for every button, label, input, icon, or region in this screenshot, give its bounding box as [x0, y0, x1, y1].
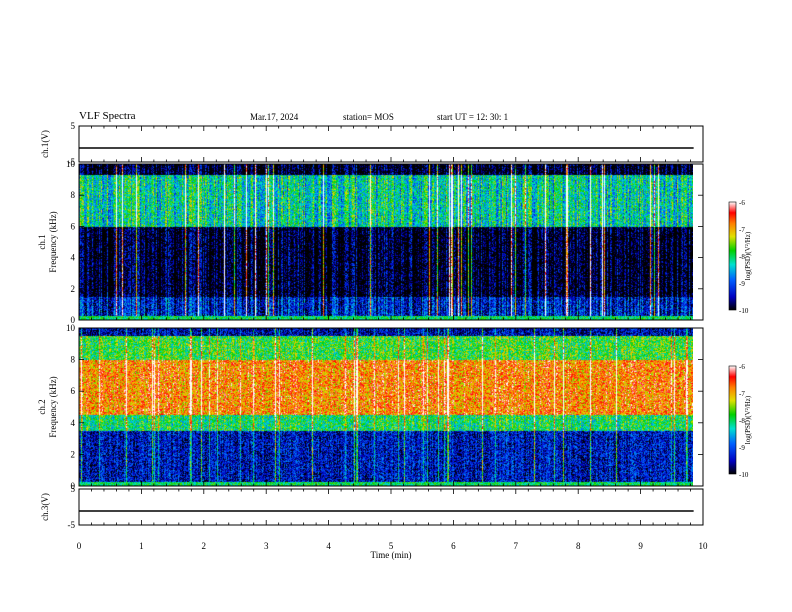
ch1-spec-y-tick-label: 0 — [71, 315, 76, 325]
start-time-label: start UT = 12: 30: 1 — [437, 112, 509, 122]
ch3-wave-frame — [78, 488, 704, 526]
ch1-spec-y-tick-label: 4 — [71, 253, 76, 263]
ch2-spec-colorbar-tick-label: -10 — [739, 471, 749, 479]
ch1-spec-channel-label: ch.1 — [37, 234, 47, 249]
x-tick-label: 4 — [326, 541, 331, 551]
ch3-wave-y-tick-label: -5 — [68, 520, 76, 530]
ch2-spec-channel-label: ch.2 — [37, 399, 47, 414]
ch1-spec-colorbar — [728, 201, 737, 311]
ch2-spec-ylabel: Frequency (kHz) — [48, 376, 58, 437]
station-label: station= MOS — [343, 112, 394, 122]
ch1-spec-y-tick-label: 10 — [66, 159, 76, 169]
ch1-spec-y-tick-label: 2 — [71, 284, 76, 294]
ch1-spec-colorbar-label: log(PSD)(V²/Hz) — [744, 231, 752, 280]
ch2-spec-colorbar-label: log(PSD)(V²/Hz) — [744, 395, 752, 444]
ch1-spec-colorbar-tick-label: -10 — [739, 307, 749, 315]
ch2-spec-y-tick-label: 10 — [66, 323, 76, 333]
ch2-spec-y-tick-label: 4 — [71, 418, 76, 428]
x-tick-label: 1 — [139, 541, 144, 551]
ch1-spec-colorbar-tick-label: -7 — [739, 226, 745, 234]
ch2-spec-y-tick-label: 6 — [71, 386, 76, 396]
ch2-spec-y-tick-label: 2 — [71, 449, 76, 459]
ch1-spec-y-tick-label: 6 — [71, 221, 76, 231]
ch2-spec-colorbar-tick-label: -9 — [739, 444, 745, 452]
x-tick-label: 5 — [389, 541, 394, 551]
ch1-spec-colorbar-tick-label: -8 — [739, 253, 745, 261]
ch2-spec-colorbar-tick-label: -8 — [739, 417, 745, 425]
chart-title: VLF Spectra — [79, 110, 136, 122]
ch2-spec-y-tick-label: 8 — [71, 355, 76, 365]
x-tick-label: 3 — [264, 541, 269, 551]
ch2-spec-y-tick-label: 0 — [71, 481, 76, 491]
ch1-wave-y-tick-label: -5 — [68, 157, 76, 167]
ch1-spec-ylabel: Frequency (kHz) — [48, 211, 58, 272]
x-tick-label: 7 — [514, 541, 519, 551]
ch2-spec-colorbar-tick-label: -6 — [739, 363, 745, 371]
ch1-wave-ylabel: ch.1(V) — [40, 130, 50, 158]
ch2-spec-heatmap — [79, 328, 693, 486]
x-tick-label: 9 — [638, 541, 643, 551]
ch1-spec-colorbar-tick-label: -6 — [739, 199, 745, 207]
x-tick-label: 2 — [202, 541, 207, 551]
x-axis-label: Time (min) — [371, 550, 412, 560]
ch1-wave-frame — [78, 125, 704, 163]
x-tick-label: 8 — [576, 541, 581, 551]
ch1-spec-heatmap — [79, 164, 693, 320]
ch1-wave-y-tick-label: 5 — [71, 121, 76, 131]
x-tick-label: 6 — [451, 541, 456, 551]
x-tick-label: 10 — [699, 541, 709, 551]
ch3-wave-y-tick-label: 5 — [71, 484, 76, 494]
ch3-wave-ylabel: ch.3(V) — [40, 493, 50, 521]
ch2-spec-colorbar-tick-label: -7 — [739, 390, 745, 398]
date-label: Mar.17, 2024 — [250, 112, 299, 122]
ch1-spec-y-tick-label: 8 — [71, 190, 76, 200]
ch1-spec-colorbar-tick-label: -9 — [739, 280, 745, 288]
ch2-spec-colorbar — [728, 365, 737, 475]
x-tick-label: 0 — [77, 541, 82, 551]
